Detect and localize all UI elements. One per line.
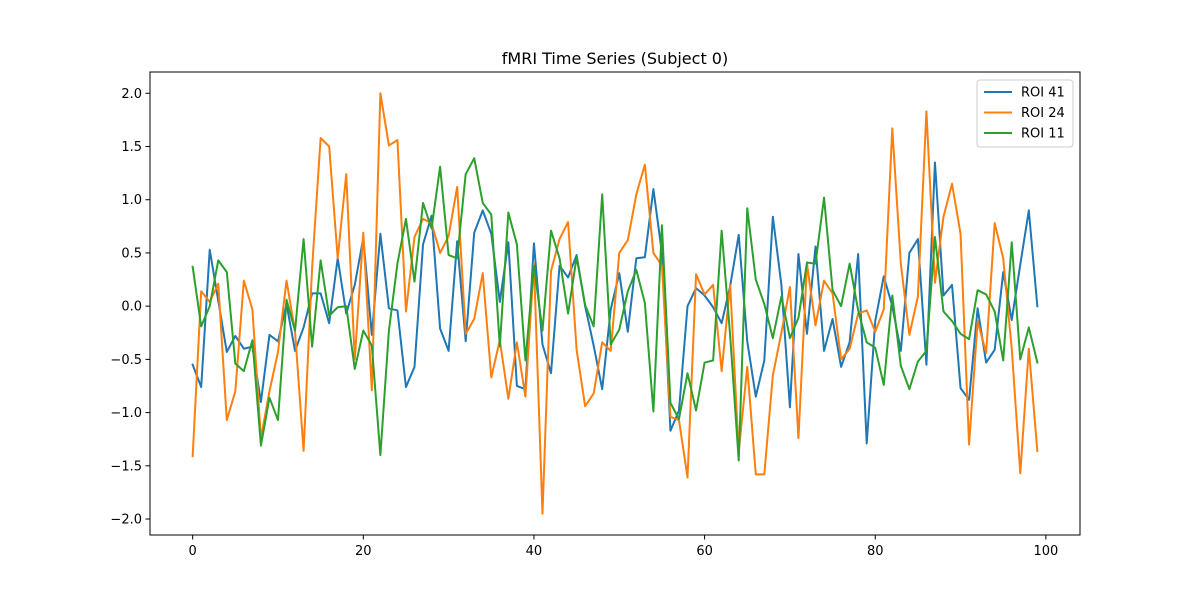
x-tick-label: 60 (696, 544, 713, 559)
axes-frame (149, 71, 1081, 536)
y-axis: −2.0 −1.5 −1.0 −0.5 0.0 0.5 1.0 1.5 2.0 (110, 87, 150, 528)
y-tick-label: −0.5 (110, 353, 142, 368)
legend-label: ROI 41 (1021, 86, 1065, 101)
y-tick-label: −1.0 (110, 406, 142, 421)
x-tick-label: 100 (1033, 544, 1058, 559)
x-tick-label: 80 (867, 544, 884, 559)
y-tick-label: 0.5 (121, 246, 142, 261)
y-tick-label: 1.5 (121, 140, 142, 155)
legend-label: ROI 11 (1021, 127, 1065, 142)
legend: ROI 41 ROI 24 ROI 11 (976, 79, 1074, 148)
y-tick-label: 0.0 (121, 300, 142, 315)
y-tick-label: −1.5 (110, 459, 142, 474)
x-tick-label: 0 (189, 544, 197, 559)
series-line-roi-11 (191, 157, 1039, 462)
series-line-roi-24 (191, 92, 1039, 515)
legend-box (976, 79, 1074, 148)
legend-label: ROI 24 (1021, 106, 1065, 121)
plot-lines (191, 92, 1039, 515)
y-tick-label: −2.0 (110, 513, 142, 528)
x-tick-label: 20 (355, 544, 372, 559)
x-axis: 0 20 40 60 80 100 (189, 535, 1058, 559)
chart-title: fMRI Time Series (Subject 0) (502, 49, 728, 68)
y-tick-label: 2.0 (121, 87, 142, 102)
x-tick-label: 40 (526, 544, 543, 559)
y-tick-label: 1.0 (121, 193, 142, 208)
